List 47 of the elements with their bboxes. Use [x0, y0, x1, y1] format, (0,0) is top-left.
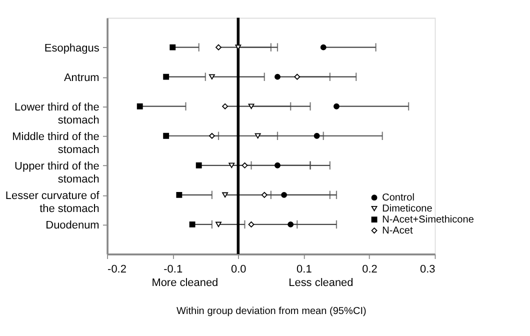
point [222, 103, 228, 110]
y-tick-label: Duodenum [46, 220, 100, 232]
point [176, 192, 182, 198]
point [261, 192, 268, 198]
point [294, 74, 300, 80]
y-tick-label: Lesser curvature of the stomach [5, 190, 100, 215]
text: More cleaned [152, 277, 218, 289]
point [136, 103, 143, 110]
point [216, 222, 222, 228]
point [208, 132, 215, 139]
x-tick-label: 0.0 [231, 264, 246, 276]
x-tick-label: 0.2 [362, 264, 378, 276]
point [281, 192, 288, 198]
point [222, 192, 228, 198]
legend-label: Dimeticone [382, 203, 433, 214]
point [314, 132, 320, 139]
point [208, 74, 215, 80]
legend-label: N-Acet+Simethicone [382, 214, 474, 226]
y-tick-label: Esophagus [44, 42, 100, 54]
point [189, 221, 196, 228]
point [334, 103, 340, 110]
point [254, 133, 261, 139]
x-tick-label: -0.1 [164, 264, 183, 276]
point [163, 74, 170, 80]
y-tick-label: Upper third of the stomach [14, 160, 100, 186]
x-tick-label: 0.3 [420, 264, 436, 276]
legend-label: N-Acet [382, 225, 413, 236]
text: Less cleaned [288, 277, 354, 289]
point [228, 162, 235, 168]
y-tick-label: Lower third of the stomach [14, 101, 100, 126]
x-tick-label: -0.2 [108, 264, 126, 276]
point [170, 44, 176, 50]
point [163, 132, 170, 139]
point [248, 104, 254, 109]
point [242, 162, 248, 168]
legend-label: Control [382, 192, 414, 204]
y-tick-label: Antrum [64, 72, 100, 84]
y-tick-label: Middle third of the stomach [12, 130, 100, 156]
point [248, 221, 254, 228]
x-axis-title: Within group deviation from mean (95%CI) [176, 306, 366, 317]
point [320, 44, 326, 50]
point [274, 74, 280, 80]
point [288, 221, 294, 228]
x-tick-label: 0.1 [296, 264, 312, 276]
point [274, 162, 280, 168]
point [216, 44, 222, 50]
point [196, 162, 202, 168]
